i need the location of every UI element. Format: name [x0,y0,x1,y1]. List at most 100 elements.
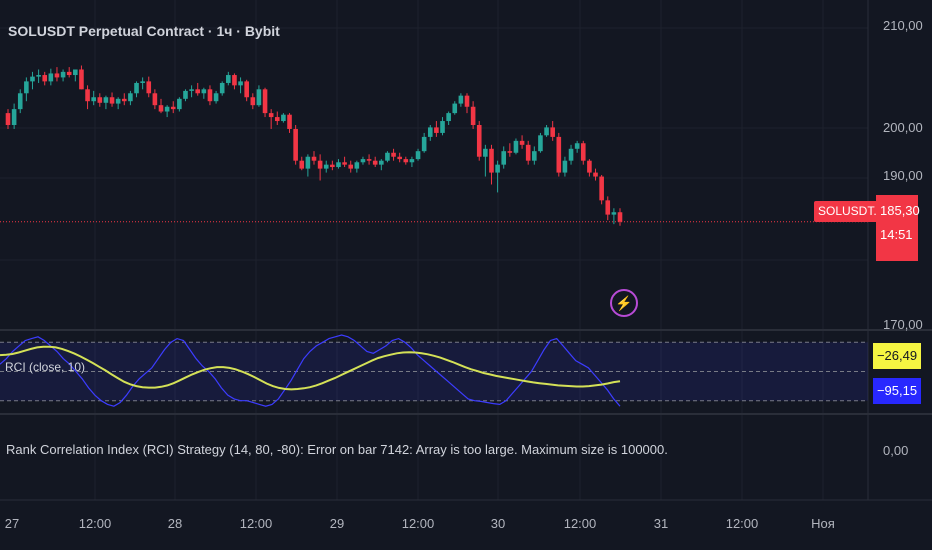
candle-body [470,106,476,125]
candle-body [256,89,262,106]
x-axis-label: 12:00 [239,516,273,531]
rci-indicator-label[interactable]: RCI (close, 10) [5,360,86,374]
candle-body [379,160,384,165]
candle-body [611,212,617,215]
candle-body [501,151,507,165]
candle-body [421,136,427,152]
flash-icon[interactable]: ⚡ [610,289,638,317]
candle-body [293,128,298,161]
candle-body [48,73,54,82]
last-price-tag: 185,30 14:51 [876,195,920,261]
x-axis-label: 30 [490,516,506,531]
candle-body [152,93,158,106]
candle-body [605,200,611,215]
bar-countdown: 14:51 [880,227,913,242]
candle-body [556,136,562,173]
candle-body [532,151,537,161]
candle-body [330,164,335,168]
candle-body [274,117,280,122]
candle-body [30,76,35,82]
candle-body [385,152,390,161]
candle-body [262,89,268,114]
x-axis-label: 27 [4,516,20,531]
candle-body [128,93,133,102]
candle-body [213,93,219,102]
candle-body [342,162,347,165]
candle-body [103,97,109,103]
candle-body [158,105,164,112]
candle-body [348,164,354,169]
y-axis-label: 200,00 [883,120,923,135]
candle-body [97,97,103,103]
candle-body [587,160,592,173]
candle-body [207,89,213,102]
candle-body [170,106,176,110]
candle-body [495,164,500,173]
candle-body [195,89,201,94]
candle-body [17,93,23,110]
candle-body [440,121,445,133]
candle-body [11,109,17,125]
x-axis-label: 31 [653,516,669,531]
candle-body [42,75,48,82]
rci-value-tag: −95,15 [873,378,921,404]
candle-body [311,156,317,161]
candle-body [562,160,568,173]
candle-body [60,71,66,78]
candle-body [164,106,170,112]
candle-body [85,89,90,102]
candle-body [5,113,11,125]
last-price-value: 185,30 [880,203,920,218]
candle-body [519,140,525,145]
y-axis-label: 0,00 [883,443,909,458]
candle-body [121,98,127,102]
candle-body [134,82,139,94]
candle-body [452,103,458,114]
candle-body [250,97,256,106]
candle-body [483,148,488,157]
candle-body [538,135,543,152]
candle-body [201,89,207,94]
candle-body [360,159,366,163]
candle-body [91,97,96,102]
candle-body [109,97,115,104]
candle-body [593,172,598,177]
candle-body [391,152,396,157]
candle-body [354,162,360,169]
candle-body [366,159,372,161]
candle-body [397,156,402,160]
candle-body [464,95,470,107]
candle-body [403,159,409,163]
candle-body [580,143,586,161]
candle-body [415,151,421,160]
candle-body [446,113,451,122]
y-axis-label: 170,00 [883,317,923,332]
candle-body [525,144,531,161]
candle-body [372,160,378,165]
candle-body [54,73,60,78]
candle-body [73,69,78,76]
candle-body [317,160,323,169]
candle-body [24,81,29,94]
x-axis-label: 12:00 [725,516,759,531]
rci-signal-value-tag: −26,49 [873,343,921,369]
x-axis-label: 28 [167,516,183,531]
candle-body [281,114,286,122]
rci-series-line-rci [0,334,621,407]
x-axis-label: 29 [329,516,345,531]
candle-body [336,162,341,168]
candle-body [232,75,237,86]
candle-body [305,156,311,169]
rci-series-line-signal [0,345,621,391]
candle-body [434,127,439,133]
y-axis-label: 190,00 [883,168,923,183]
x-axis-label: 12:00 [401,516,435,531]
candle-body [183,90,188,99]
candle-body [177,98,182,110]
candle-body [268,113,274,118]
candle-body [489,148,494,173]
candle-body [238,81,243,86]
candle-body [219,82,225,94]
candle-body [617,212,623,222]
